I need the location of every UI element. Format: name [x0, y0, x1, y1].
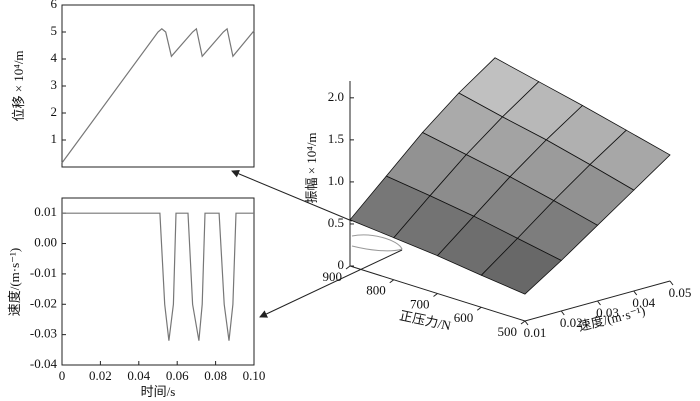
y-tick-label: 900 [323, 269, 343, 284]
x-tick-label: 0.05 [669, 285, 692, 300]
x-tick-label: 0.08 [204, 368, 227, 383]
y-tick [345, 265, 351, 270]
plot-frame [61, 4, 255, 168]
data-line [61, 27, 255, 164]
y-axis-label: 位移 × 10⁴/m [11, 50, 26, 121]
y-tick [520, 320, 526, 325]
x-tick-label: 0.10 [243, 368, 266, 383]
y-tick-label: 600 [454, 310, 474, 325]
z-tick-label: 2.0 [328, 89, 344, 104]
y-tick-label: 700 [410, 296, 430, 311]
surface-patch [480, 237, 562, 295]
y-tick-label: 800 [366, 283, 386, 298]
x-tick [524, 320, 529, 326]
x-tick [597, 300, 601, 306]
y-tick-label: 4 [51, 50, 58, 65]
y-tick [389, 279, 395, 284]
x-tick [633, 290, 638, 296]
z-tick-label: 1.0 [328, 173, 344, 188]
y-tick [433, 293, 438, 297]
y-tick-label: 5 [51, 23, 58, 38]
y-tick-label: 500 [498, 324, 518, 339]
x-axis-label: 时间/s [141, 384, 176, 399]
y-tick-label: 3 [51, 77, 58, 92]
y-tick-label: 0.01 [34, 204, 57, 219]
x-tick-label: 0.01 [524, 325, 547, 340]
y-tick [476, 306, 482, 311]
x-tick-label: 0.03 [596, 305, 619, 320]
x-tick-label: 0.04 [632, 295, 655, 310]
data-line [62, 212, 254, 341]
y-axis-label: 正压力/N [398, 308, 453, 334]
y-tick-label: 1 [51, 131, 58, 146]
y-tick-label: 0.00 [34, 235, 57, 250]
contour [351, 234, 403, 252]
x-tick-label: 0 [59, 368, 66, 383]
x-tick-label: 0.04 [127, 368, 150, 383]
z-tick-label: 0 [338, 257, 345, 272]
plot-frame [61, 197, 255, 366]
y-tick-label: -0.04 [30, 356, 58, 371]
z-tick-label: 1.5 [328, 131, 344, 146]
y-tick-label: 2 [51, 104, 58, 119]
y-tick-label: -0.03 [30, 326, 57, 341]
arrow [231, 170, 353, 222]
arrow [259, 249, 403, 318]
x-tick-label: 0.02 [560, 315, 583, 330]
z-axis-label: 振幅 × 10⁴/m [304, 132, 319, 203]
z-tick-label: 0.5 [328, 215, 344, 230]
y-axis-label: 速度/(m·s⁻¹) [7, 248, 22, 317]
y-tick-label: -0.02 [30, 295, 57, 310]
x-tick-label: 0.06 [166, 368, 189, 383]
x-tick-label: 0.02 [89, 368, 112, 383]
y-tick-label: -0.01 [30, 265, 57, 280]
x-tick [560, 310, 565, 316]
x-tick [669, 280, 674, 286]
y-tick-label: 6 [51, 0, 58, 11]
